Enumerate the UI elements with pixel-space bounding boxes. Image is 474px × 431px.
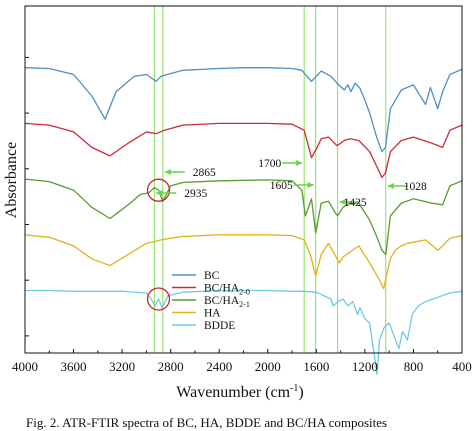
annotation-arrowhead-1700 (296, 160, 303, 166)
series-line-bc-ha2-0 (24, 122, 463, 179)
x-tick-label: 4000 (12, 359, 38, 374)
x-tick-label: 400 (452, 359, 472, 374)
annotation-label-2935: 2935 (184, 188, 207, 200)
annotation-arrowhead-1605 (307, 182, 314, 188)
x-tick-label: 2800 (158, 359, 184, 374)
x-tick-label: 1200 (352, 359, 378, 374)
annotation-arrowhead-2935 (156, 190, 163, 196)
annotation-arrowhead-1028 (387, 183, 394, 189)
annotation-label-2865: 2865 (193, 167, 216, 179)
x-tick-label: 800 (404, 359, 424, 374)
legend-label: HA (204, 308, 221, 320)
annotation-label-1028: 1028 (404, 181, 427, 193)
x-tick-label: 3200 (109, 359, 135, 374)
series-line-bc-ha2-1 (24, 178, 463, 256)
annotation-arrowhead-1425 (339, 199, 346, 205)
peak-highlight-circle (146, 178, 171, 202)
series-line-bc (24, 67, 463, 153)
series-line-bdde (25, 289, 463, 376)
annotation-label-1425: 1425 (344, 197, 367, 209)
legend-label: BC/HA2-1 (204, 295, 250, 309)
annotation-label-1700: 1700 (258, 158, 281, 170)
peak-highlight-circle (146, 287, 171, 311)
legend-label: BC (204, 270, 220, 282)
figure-caption: Fig. 2. ATR-FTIR spectra of BC, HA, BDDE… (26, 415, 387, 430)
plot-area (24, 6, 463, 376)
legend-label: BDDE (204, 320, 235, 332)
x-tick-label: 1600 (303, 359, 329, 374)
x-tick-label: 2400 (206, 359, 232, 374)
annotation-arrowhead-2865 (164, 169, 171, 175)
y-axis-title: Absorbance (3, 142, 20, 218)
legend-label: BC/HA2-0 (204, 283, 250, 297)
axes: 2865 2935 1700 1605 1425 1028 4000 3600 3200 2800… (12, 56, 472, 374)
annotation-label-1605: 1605 (270, 180, 293, 192)
x-tick-label: 2000 (255, 359, 281, 374)
x-tick-label: 3600 (61, 359, 87, 374)
x-axis-title: Wavenumber (cm-1) (176, 383, 303, 401)
series-line-ha (24, 234, 463, 290)
